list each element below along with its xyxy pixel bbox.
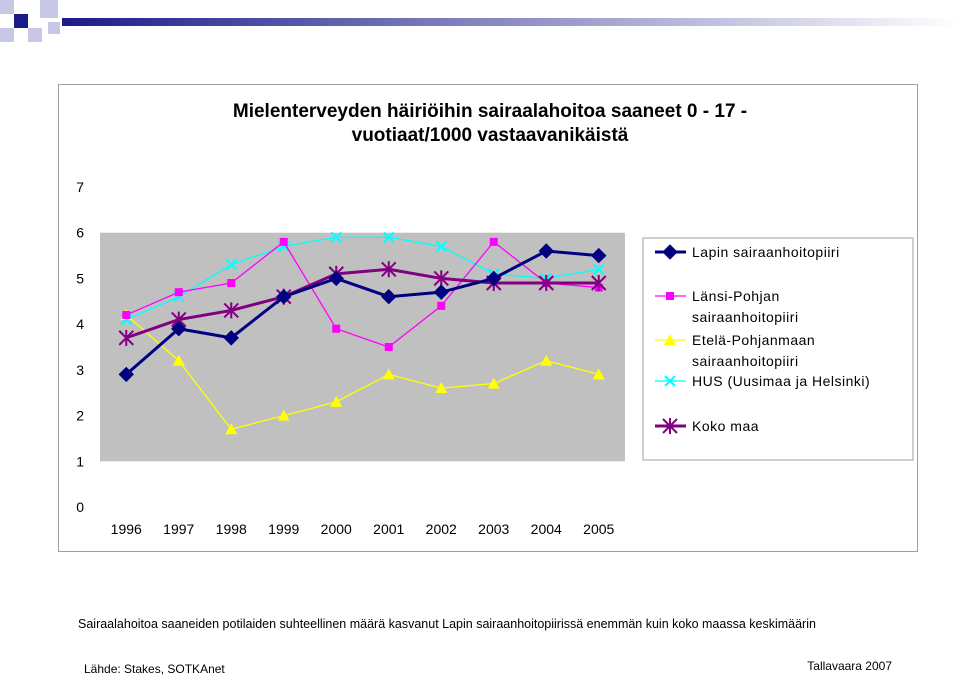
data-point xyxy=(486,270,502,287)
series-line xyxy=(125,314,599,431)
legend-label: Lapin sairaanhoitopiiri xyxy=(692,244,840,260)
data-point xyxy=(277,409,290,421)
data-point xyxy=(591,275,607,291)
deco-square xyxy=(14,14,28,28)
x-tick-label: 2002 xyxy=(426,521,457,537)
data-point xyxy=(172,354,185,366)
data-point xyxy=(540,354,553,366)
x-tick-label: 2003 xyxy=(478,521,509,537)
legend-item: HUS (Uusimaa ja Helsinki) xyxy=(655,373,870,389)
header-decoration xyxy=(0,0,960,42)
data-point xyxy=(437,301,446,310)
data-point xyxy=(174,288,183,297)
data-point xyxy=(435,240,447,253)
legend-item: Länsi-Pohjan sairaanhoitopiiri xyxy=(655,288,799,325)
data-point xyxy=(328,270,344,287)
data-point xyxy=(592,368,605,380)
data-point xyxy=(381,289,397,305)
data-point xyxy=(538,275,554,291)
data-point xyxy=(381,261,397,278)
chart-title-line-1: Mielenterveyden häiriöihin sairaalahoito… xyxy=(232,101,748,122)
data-point xyxy=(433,284,449,300)
legend-label: sairaanhoitopiiri xyxy=(692,353,799,369)
legend-box xyxy=(642,237,914,461)
header-rule xyxy=(62,18,960,26)
data-point xyxy=(223,302,239,319)
data-point xyxy=(382,368,395,380)
data-point xyxy=(330,231,342,243)
legend-label: Länsi-Pohjan xyxy=(692,288,780,304)
series-line xyxy=(125,267,599,340)
legend-marker xyxy=(662,418,678,434)
data-point xyxy=(225,423,238,435)
data-point xyxy=(279,237,288,246)
organization-label: Tallavaara 2007 xyxy=(807,659,892,673)
data-point xyxy=(433,270,449,287)
y-tick-label: 5 xyxy=(76,270,84,286)
data-point xyxy=(171,321,187,337)
deco-square xyxy=(28,28,42,42)
series-line xyxy=(125,240,599,348)
data-point xyxy=(487,377,500,389)
data-point xyxy=(227,279,236,287)
legend-marker xyxy=(664,375,676,387)
data-point xyxy=(489,237,498,246)
x-tick-label: 2005 xyxy=(583,521,614,537)
legend-item: Koko maa xyxy=(655,418,759,434)
data-point xyxy=(225,259,237,271)
legend-item: Lapin sairaanhoitopiiri xyxy=(655,244,840,260)
data-point xyxy=(384,343,393,351)
deco-square xyxy=(0,28,14,42)
series-1 xyxy=(118,243,607,383)
data-point xyxy=(332,324,341,333)
legend-label: Koko maa xyxy=(692,418,759,434)
data-point xyxy=(435,382,448,394)
data-point xyxy=(538,243,554,259)
data-point xyxy=(118,329,134,346)
series-line xyxy=(125,249,599,376)
y-tick-label: 3 xyxy=(76,362,84,378)
x-tick-label: 2004 xyxy=(531,521,562,537)
x-tick-label: 2001 xyxy=(373,521,404,537)
slide-caption: Sairaalahoitoa saaneiden potilaiden suht… xyxy=(78,617,816,631)
data-point xyxy=(330,395,343,407)
legend-label: HUS (Uusimaa ja Helsinki) xyxy=(692,373,870,389)
y-tick-label: 6 xyxy=(76,225,84,241)
y-tick-label: 0 xyxy=(76,499,84,515)
legend-marker xyxy=(664,334,676,345)
data-point xyxy=(593,263,605,275)
deco-square xyxy=(40,0,58,18)
legend-marker xyxy=(662,244,678,260)
chart-title-line-2: vuotiaat/1000 vastaavanikäistä xyxy=(351,125,629,146)
x-tick-label: 1998 xyxy=(216,521,247,537)
deco-square xyxy=(0,0,14,14)
series-line xyxy=(125,236,599,321)
data-point xyxy=(383,231,395,243)
y-tick-label: 2 xyxy=(76,408,84,424)
x-tick-label: 1999 xyxy=(268,521,299,537)
source-note: Lähde: Stakes, SOTKAnet xyxy=(84,662,225,676)
deco-square xyxy=(48,22,60,34)
y-tick-label: 7 xyxy=(76,179,84,195)
y-tick-label: 1 xyxy=(76,453,84,469)
data-point xyxy=(223,330,239,346)
legend-item: Etelä-Pohjanmaan sairaanhoitopiiri xyxy=(655,332,815,369)
x-tick-label: 1996 xyxy=(111,521,142,537)
legend-marker xyxy=(666,292,674,300)
x-tick-label: 2000 xyxy=(321,521,352,537)
plot-area xyxy=(100,232,625,462)
series-3 xyxy=(120,309,605,435)
legend-label: sairaanhoitopiiri xyxy=(692,309,799,325)
data-point xyxy=(118,366,134,383)
y-tick-label: 4 xyxy=(76,316,84,332)
legend-label: Etelä-Pohjanmaan xyxy=(692,332,815,348)
x-tick-label: 1997 xyxy=(163,521,194,537)
data-point xyxy=(122,311,131,319)
data-point xyxy=(591,247,607,264)
data-point xyxy=(276,289,292,305)
